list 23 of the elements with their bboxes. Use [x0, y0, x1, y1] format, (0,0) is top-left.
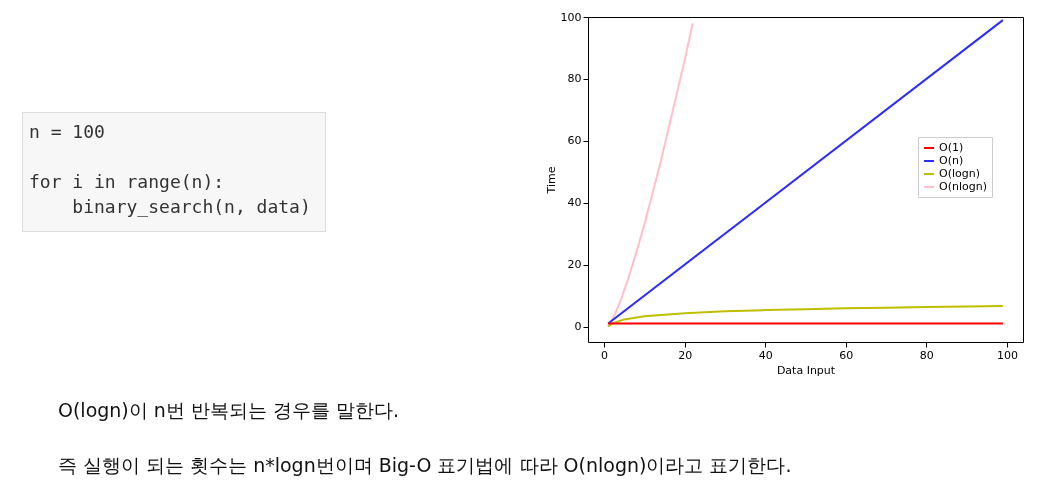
legend-label: O(n): [939, 154, 964, 167]
y-axis-title: Time: [544, 166, 558, 195]
text: O(logn)이 n번 반복되는 경우를 말한다.: [58, 398, 400, 423]
y-tick-label: 0: [574, 320, 582, 334]
text: 즉 실행이 되는 횟수는 n*logn번이며 Big-O 표기법에 따라 O(nlogn)이라고 표기한다.: [58, 453, 792, 478]
text: n = 100 for i in range(n): binary_search(n, data): [29, 121, 311, 217]
line-series: [607, 305, 1004, 328]
legend-label: O(nlogn): [939, 180, 987, 193]
y-tick-label: 60: [567, 134, 582, 148]
x-tick-label: 60: [839, 348, 854, 362]
y-tick-label: 80: [567, 72, 582, 86]
y-tick-label: 100: [560, 10, 582, 24]
x-tick-label: 0: [601, 348, 609, 362]
x-tick-label: 40: [758, 348, 773, 362]
y-tick-label: 40: [567, 196, 582, 210]
legend-label: O(logn): [939, 167, 980, 180]
x-tick-label: 100: [996, 348, 1018, 362]
y-tick-label: 20: [567, 258, 582, 272]
x-axis-title: Data Input: [776, 363, 836, 377]
line-series: [607, 22, 694, 328]
x-tick-label: 20: [678, 348, 693, 362]
legend-label: O(1): [939, 141, 964, 154]
x-tick-label: 80: [919, 348, 934, 362]
